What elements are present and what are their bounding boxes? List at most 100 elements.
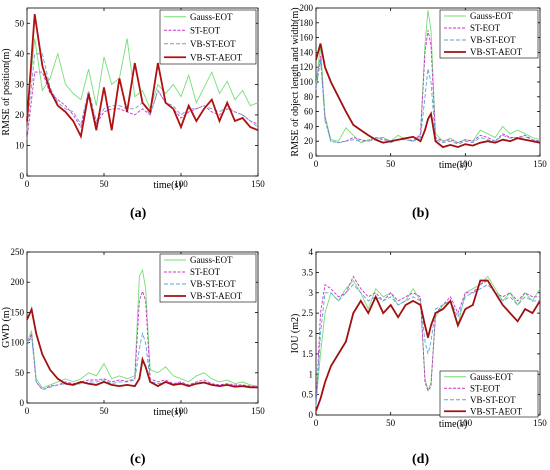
series-line-st-eot — [26, 289, 259, 391]
y-tick-label: 0 — [20, 398, 25, 408]
series-line-gauss-eot — [315, 10, 541, 144]
y-tick-label: 100 — [300, 77, 314, 87]
series-line-vb-st-aeot — [315, 279, 541, 412]
y-tick-label: 2 — [309, 329, 314, 339]
y-tick-label: 1 — [309, 369, 314, 379]
x-tick-label: 150 — [533, 418, 547, 428]
y-tick-label: 10 — [15, 140, 25, 150]
panel-c: 0 50 100 150 0 50 100 150 200 250 time(s) GWD (m) Ga… — [1, 247, 265, 418]
x-axis-label: time(s) — [153, 180, 181, 191]
legend: Gauss-EOT ST-EOT VB-ST-EOT VB-ST-AEOT — [159, 253, 257, 303]
y-tick-label: 4 — [309, 247, 314, 257]
y-tick-label: 0 — [20, 171, 25, 181]
series-line-st-eot — [26, 71, 259, 140]
legend-box — [159, 9, 257, 65]
panel-b: 0 50 100 150 0 20 40 60 80 100 120 140 160 180 200 time… — [290, 3, 547, 171]
x-tick-label: 50 — [386, 159, 396, 169]
caption-c: (c) — [130, 452, 146, 467]
panel-a: 0 50 100 150 0 10 20 30 40 50 time(s) RMSE of posit… — [1, 7, 265, 191]
y-tick-label: 140 — [300, 47, 314, 57]
series-line-vb-st-aeot — [26, 306, 258, 389]
axes-frame — [26, 7, 259, 177]
x-tick-label: 150 — [533, 159, 547, 169]
x-axis-label: time(s) — [439, 419, 467, 430]
x-tick-label: 50 — [100, 406, 110, 416]
legend-label: VB-ST-AEOT — [470, 47, 523, 57]
legend: Gauss-EOT ST-EOT VB-ST-EOT VB-ST-AEOT — [159, 9, 257, 65]
x-tick-label: 50 — [100, 179, 110, 189]
y-tick-label: 200 — [300, 3, 314, 13]
y-tick-label: 0 — [309, 151, 314, 161]
legend-label: Gauss-EOT — [190, 255, 233, 265]
x-tick-label: 100 — [459, 418, 473, 428]
panel-d: 0 50 100 150 0 0.5 1 1.5 2 2.5 3 3.5 4 time(s) IOU (m2… — [290, 247, 547, 430]
legend-box — [439, 370, 539, 418]
caption-a: (a) — [130, 206, 147, 221]
legend-label: VB-ST-EOT — [190, 279, 236, 289]
series-line-gauss-eot — [26, 38, 259, 115]
y-tick-label: 50 — [15, 368, 25, 378]
y-tick-label: 40 — [15, 49, 25, 59]
legend-label: VB-ST-EOT — [190, 39, 236, 49]
series-line-vb-st-aeot — [26, 13, 259, 140]
y-tick-label: 30 — [15, 79, 25, 89]
legend-label: Gauss-EOT — [470, 372, 513, 382]
legend-box — [159, 253, 257, 303]
y-tick-label: 0 — [309, 410, 314, 420]
y-tick-label: 150 — [11, 307, 25, 317]
legend-label: ST-EOT — [470, 23, 501, 33]
y-tick-label: 80 — [304, 92, 314, 102]
x-tick-label: 100 — [459, 159, 473, 169]
y-axis-label: GWD (m) — [1, 307, 12, 348]
legend-label: ST-EOT — [470, 383, 501, 393]
y-tick-label: 60 — [304, 107, 314, 117]
y-tick-label: 200 — [11, 277, 25, 287]
legend-box — [439, 9, 539, 59]
caption-d: (d) — [412, 452, 430, 467]
series-line-st-eot — [315, 275, 540, 407]
y-axis-label: RMSE of object length and width(m) — [290, 7, 301, 156]
x-tick-label: 100 — [174, 179, 188, 189]
series-line-vb-st-eot — [315, 59, 541, 145]
y-tick-label: 20 — [15, 110, 25, 120]
x-tick-label: 100 — [174, 406, 188, 416]
caption-b: (b) — [412, 206, 430, 221]
x-tick-label: 50 — [386, 418, 396, 428]
legend-label: VB-ST-AEOT — [190, 291, 243, 301]
y-axis-label: IOU (m2) — [290, 314, 301, 354]
legend-label: VB-ST-EOT — [470, 395, 516, 405]
y-tick-label: 180 — [300, 18, 314, 28]
x-tick-label: 0 — [25, 406, 30, 416]
legend-label: Gauss-EOT — [190, 12, 233, 22]
legend-label: VB-ST-EOT — [470, 35, 516, 45]
y-tick-label: 20 — [304, 136, 314, 146]
y-tick-label: 1.5 — [302, 349, 314, 359]
series-line-vb-st-eot — [26, 53, 259, 131]
x-tick-label: 0 — [314, 418, 319, 428]
series-line-vb-st-eot — [315, 283, 540, 407]
y-tick-label: 3 — [309, 288, 314, 298]
series-line-vb-st-aeot — [315, 43, 541, 149]
axes-frame — [26, 251, 259, 404]
x-tick-label: 150 — [251, 406, 265, 416]
y-axis-label: RMSE of position(m) — [1, 48, 12, 135]
y-tick-label: 40 — [304, 121, 314, 131]
y-tick-label: 160 — [300, 33, 314, 43]
y-tick-label: 50 — [15, 18, 25, 28]
x-axis-label: time(s) — [153, 407, 181, 418]
legend-label: VB-ST-AEOT — [190, 52, 243, 62]
y-tick-label: 100 — [11, 338, 25, 348]
y-tick-label: 120 — [300, 62, 314, 72]
legend-label: ST-EOT — [190, 267, 221, 277]
y-tick-label: 3.5 — [302, 267, 314, 277]
y-tick-label: 250 — [11, 247, 25, 257]
x-axis-label: time(s) — [439, 160, 467, 171]
x-tick-label: 0 — [25, 179, 30, 189]
legend-label: ST-EOT — [190, 25, 221, 35]
x-tick-label: 0 — [314, 159, 319, 169]
y-tick-label: 0.5 — [302, 390, 314, 400]
y-tick-label: 2.5 — [302, 308, 314, 318]
